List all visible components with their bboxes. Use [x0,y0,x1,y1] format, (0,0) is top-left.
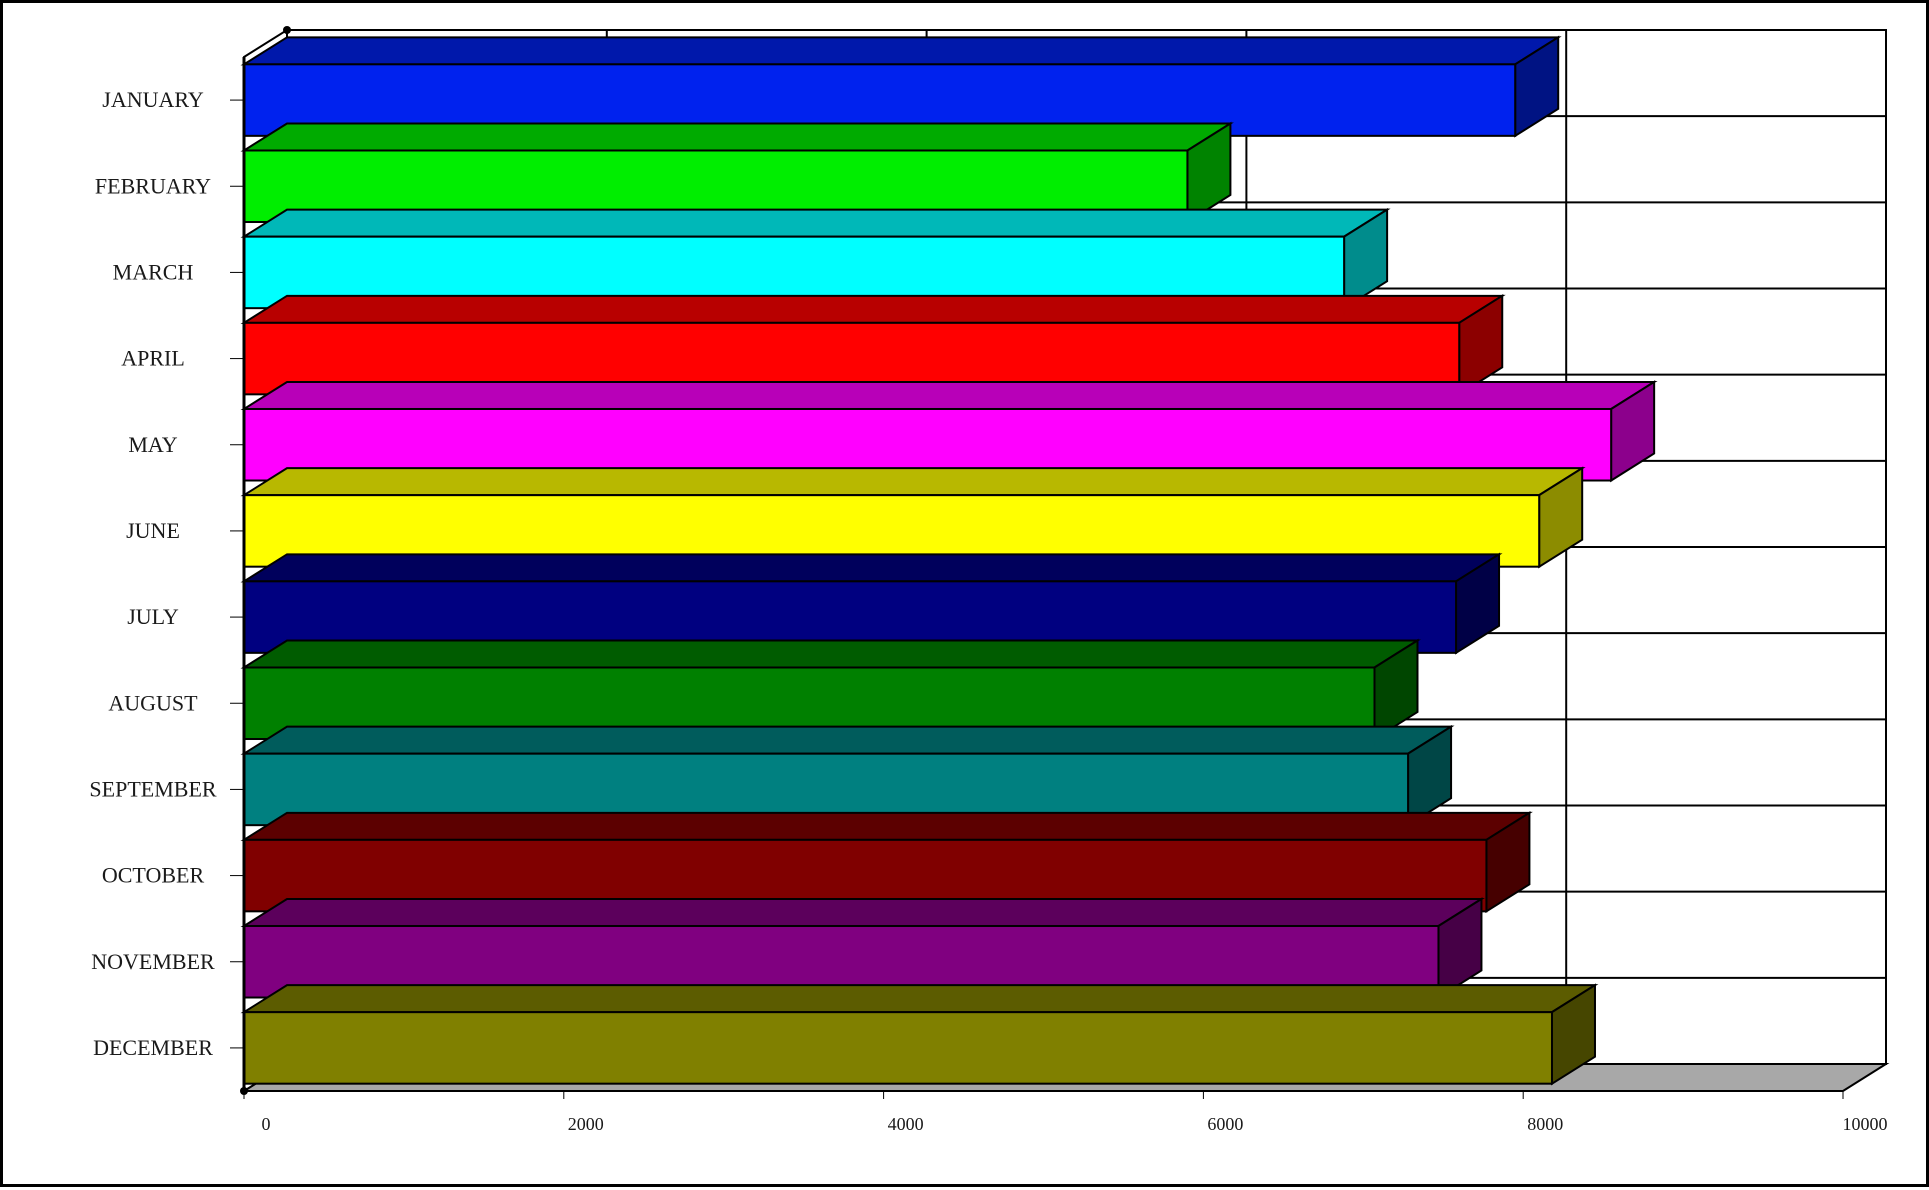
bar-september [240,724,1455,827]
category-label-november: NOVEMBER [91,949,215,974]
bar-front-face [243,1011,1553,1085]
bar-january [240,35,1562,138]
category-label-may: MAY [128,432,177,457]
category-label-september: SEPTEMBER [89,776,216,801]
bar-february [240,121,1234,224]
bar-top-face [240,984,1599,1014]
bar-top-face [240,639,1421,669]
bar-october [240,811,1533,914]
bar-top-face [240,36,1562,66]
bar-top-face [240,208,1391,238]
bar-july [240,552,1503,655]
bar-december [240,983,1599,1086]
x-tick-label: 8000 [1527,1114,1563,1134]
category-labels: JANUARY FEBRUARY MARCH APRIL MAY JUNE JULY AUGU… [89,87,216,1060]
bar-top-face [240,467,1586,497]
category-label-october: OCTOBER [102,863,205,888]
bar-august [240,638,1421,741]
category-label-april: APRIL [121,346,185,371]
bar-may [240,380,1658,483]
axis-corner-dot [283,26,291,34]
x-tick-label: 2000 [568,1114,604,1134]
x-tick-label: 0 [262,1114,271,1134]
category-label-january: JANUARY [102,87,204,112]
bar-march [240,207,1391,310]
bars [240,35,1658,1086]
bar-april [240,294,1506,397]
category-label-august: AUGUST [108,690,198,715]
bar-top-face [240,553,1503,583]
bar-top-face [240,897,1485,927]
bar-top-face [240,811,1533,841]
axes [230,26,1844,1099]
bar-top-face [240,122,1234,152]
category-label-june: JUNE [126,518,180,543]
category-label-february: FEBRUARY [95,173,211,198]
category-label-march: MARCH [113,259,194,284]
bar-june [240,466,1586,569]
x-tick-labels: 0 2000 4000 6000 8000 10000 [262,1114,1888,1134]
category-label-december: DECEMBER [93,1035,213,1060]
x-tick-label: 4000 [888,1114,924,1134]
bar-chart: JANUARY FEBRUARY MARCH APRIL MAY JUNE JULY AUGU… [89,26,1890,1134]
bar-november [240,897,1485,1000]
category-label-july: JULY [127,604,179,629]
bar-top-face [240,725,1455,755]
bar-top-face [240,294,1506,324]
x-tick-label: 10000 [1843,1114,1888,1134]
bar-top-face [240,380,1658,410]
x-tick-label: 6000 [1207,1114,1243,1134]
